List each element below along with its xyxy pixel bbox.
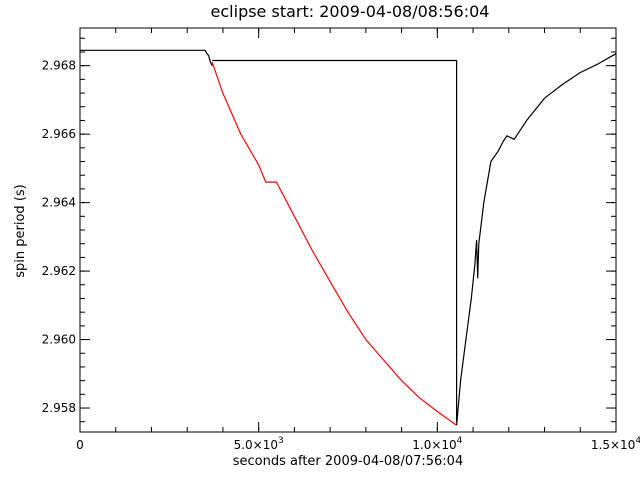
axis-ticks: 0 5.0×103 1.0×104 1.5×104 2.958 2.960 2.962 2.9… bbox=[42, 28, 640, 452]
x-tick-exponent: 3 bbox=[278, 436, 284, 446]
x-tick-label: 5.0×103 bbox=[234, 436, 284, 452]
y-tick-label: 2.966 bbox=[42, 127, 76, 141]
y-tick-label: 2.960 bbox=[42, 333, 76, 347]
x-tick-exponent: 4 bbox=[635, 436, 640, 446]
series-line-eclipse-model bbox=[211, 62, 457, 426]
chart-title: eclipse start: 2009-04-08/08:56:04 bbox=[211, 2, 490, 21]
x-tick-exponent: 4 bbox=[457, 436, 463, 446]
series-line-reference-step bbox=[212, 59, 458, 422]
series-group bbox=[80, 49, 617, 426]
plot-frame bbox=[79, 27, 617, 433]
y-axis-label: spin period (s) bbox=[13, 184, 28, 277]
x-tick-label: 0 bbox=[76, 438, 84, 452]
x-tick-label: 1.0×104 bbox=[412, 436, 462, 452]
y-tick-label: 2.958 bbox=[42, 401, 76, 415]
x-axis-label: seconds after 2009-04-08/07:56:04 bbox=[233, 454, 463, 469]
y-tick-label: 2.962 bbox=[42, 264, 76, 278]
y-tick-label: 2.968 bbox=[42, 59, 76, 73]
y-tick-label: 2.964 bbox=[42, 196, 76, 210]
series-line-recovery bbox=[456, 53, 617, 426]
x-tick-label: 1.5×104 bbox=[591, 436, 640, 452]
series-line-pre-eclipse bbox=[80, 49, 213, 66]
